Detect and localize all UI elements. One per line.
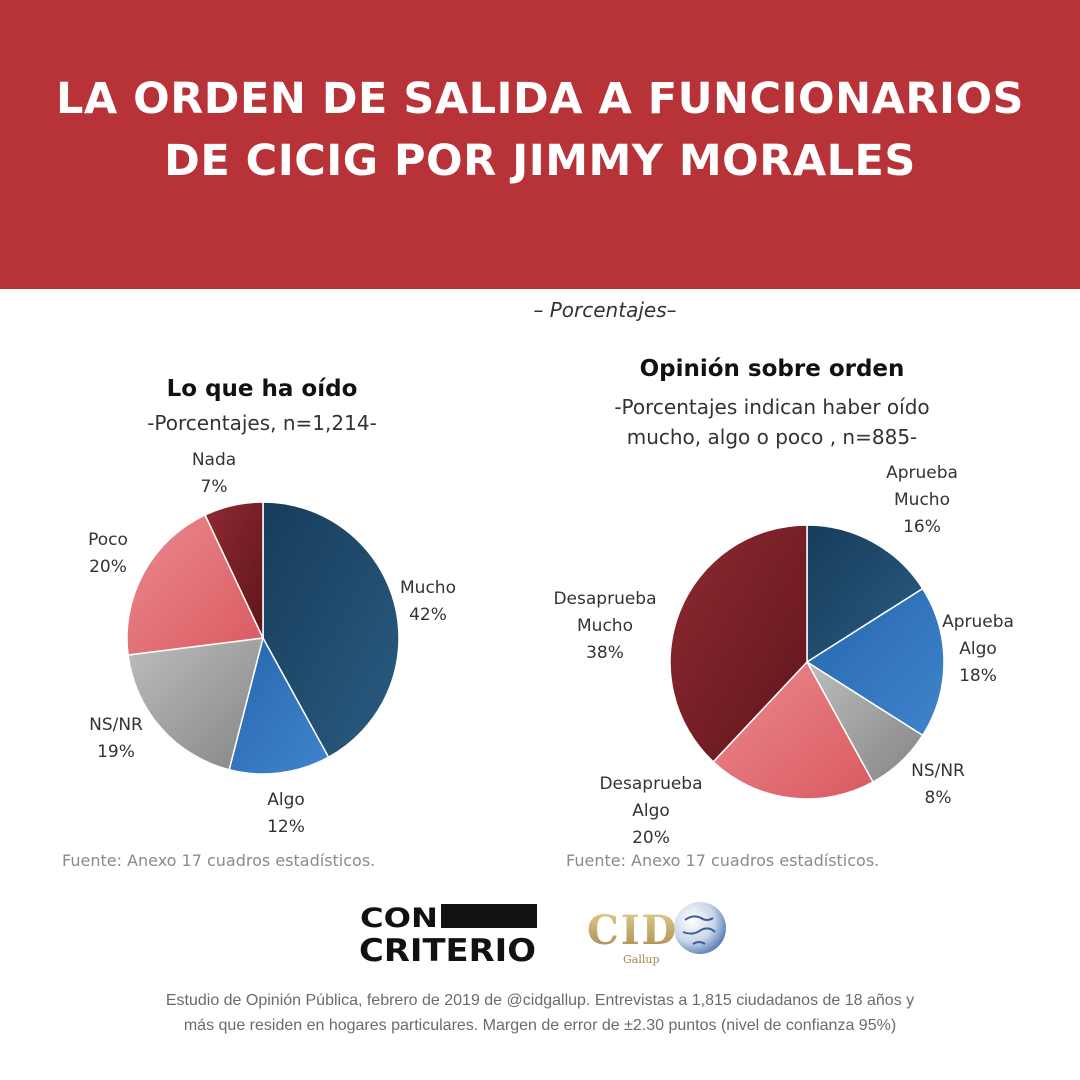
concriterio-logo: CON CRITERIO <box>358 903 538 964</box>
charts-area: Lo que ha oído -Porcentajes, n=1,214- Mu… <box>62 356 1014 870</box>
chart-2-subtitle-line-1: -Porcentajes indican haber oído <box>614 395 929 419</box>
pie-2-slice-desaprueba-mucho <box>669 524 808 763</box>
concriterio-logo-line-1: CON <box>360 903 438 934</box>
chart-2-title: Opinión sobre orden <box>640 356 905 382</box>
title-banner: LA ORDEN DE SALIDA A FUNCIONARIOS DE CIC… <box>0 0 1080 289</box>
footer-line-2: más que residen en hogares particulares.… <box>183 1017 897 1034</box>
footer-note: Estudio de Opinión Pública, febrero de 2… <box>50 988 1030 1038</box>
pie-1-slice-mucho <box>262 501 400 759</box>
pie-1-slice-algo <box>228 635 330 775</box>
chart-1-subtitle: -Porcentajes, n=1,214- <box>147 411 377 435</box>
pie-chart-1-labels: Mucho 42% Algo 12% NS/NR 19% Poco 20% Nada 7% <box>88 450 456 837</box>
pie-1-slice-poco <box>126 513 265 656</box>
pie-2-label-ns-nr: NS/NR 8% <box>911 761 965 808</box>
page-title: LA ORDEN DE SALIDA A FUNCIONARIOS DE CIC… <box>55 74 1024 186</box>
pie-2-slice-aprueba-algo <box>805 587 945 737</box>
cid-logo-subtext: Gallup <box>623 953 660 966</box>
page-subtitle: – Porcentajes– <box>533 298 677 322</box>
footer-line-1: Estudio de Opinión Pública, febrero de 2… <box>165 992 915 1009</box>
pie-1-label-nada: Nada 7% <box>192 450 236 497</box>
pie-1-label-mucho: Mucho 42% <box>400 578 456 625</box>
pie-1-label-algo: Algo 12% <box>267 790 305 837</box>
chart-2-source: Fuente: Anexo 17 cuadros estadísticos. <box>566 851 879 870</box>
pie-chart-1 <box>126 501 400 775</box>
pie-2-label-desaprueba-algo: Desaprueba Algo 20% <box>599 774 702 848</box>
pie-1-label-ns-nr: NS/NR 19% <box>89 715 143 762</box>
cid-gallup-logo: CID Gallup <box>587 902 726 966</box>
pie-chart-2-labels: Aprueba Mucho 16% Aprueba Algo 18% NS/NR 8% Desa… <box>553 463 1013 848</box>
pie-1-label-poco: Poco 20% <box>88 530 128 577</box>
pie-2-label-desaprueba-mucho: Desaprueba Mucho 38% <box>553 589 656 663</box>
pie-2-slice-desaprueba-algo <box>712 660 875 800</box>
pie-2-slice-aprueba-mucho <box>806 524 924 664</box>
pie-2-label-aprueba-algo: Aprueba Algo 18% <box>942 612 1014 686</box>
cid-logo-text: CID <box>587 907 678 954</box>
chart-1-source: Fuente: Anexo 17 cuadros estadísticos. <box>62 851 375 870</box>
globe-icon <box>674 902 726 954</box>
concriterio-logo-line-2: CRITERIO <box>359 933 536 964</box>
chart-2-subtitle-line-2: mucho, algo o poco , n=885- <box>627 425 918 449</box>
chart-1-title: Lo que ha oído <box>167 376 358 402</box>
pie-chart-2 <box>669 524 945 800</box>
pie-1-slice-ns-nr <box>127 637 265 771</box>
pie-2-label-aprueba-mucho: Aprueba Mucho 16% <box>886 463 958 537</box>
pie-1-slice-nada <box>204 501 264 639</box>
